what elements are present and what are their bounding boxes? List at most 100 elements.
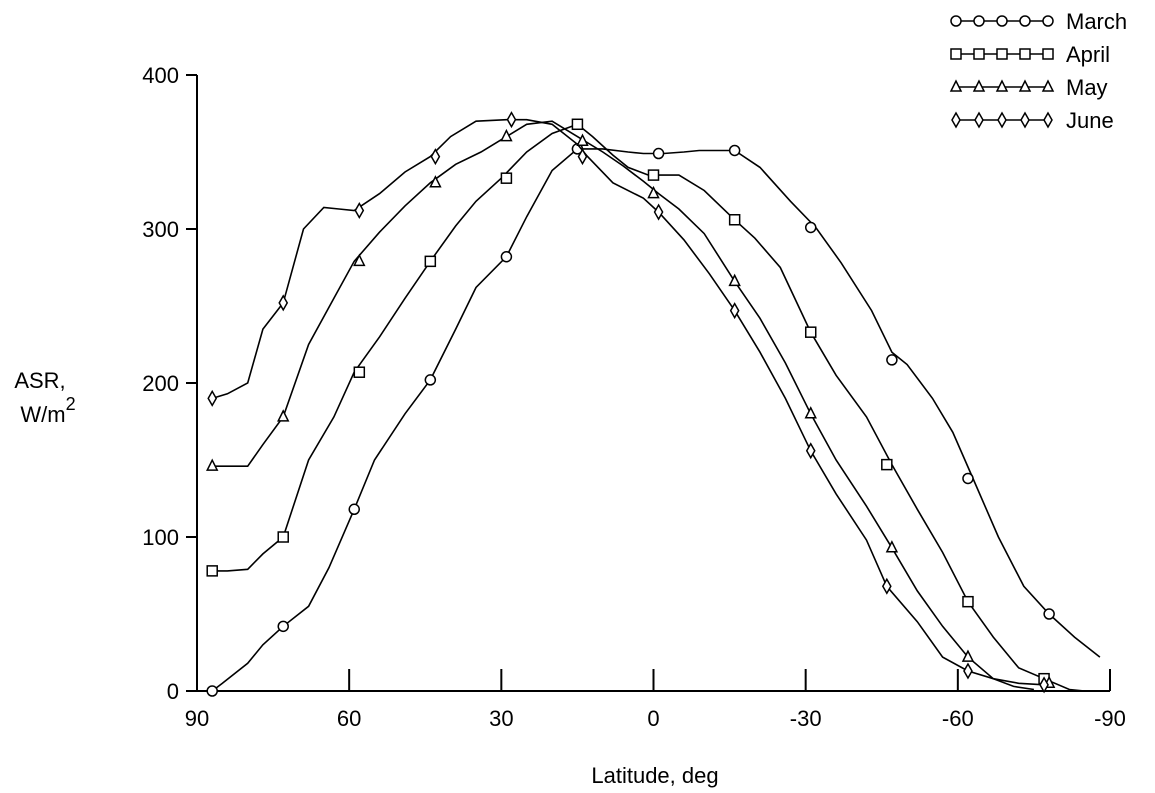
- legend-marker: [996, 48, 1008, 60]
- y-axis-unit-base: W/m: [20, 402, 65, 427]
- x-tick-label: 0: [647, 706, 659, 731]
- data-point-may: [206, 458, 219, 471]
- legend-label: April: [1066, 42, 1110, 67]
- data-point-april: [571, 118, 584, 131]
- y-tick-label: 200: [142, 371, 179, 396]
- data-point-march: [424, 374, 437, 386]
- data-point-june: [881, 577, 892, 595]
- data-point-april: [962, 595, 974, 608]
- data-point-march: [206, 685, 218, 697]
- data-point-april: [881, 458, 893, 471]
- legend-marker: [995, 79, 1009, 92]
- x-tick-label: 60: [337, 706, 361, 731]
- legend-marker: [950, 15, 962, 27]
- legend-marker: [1042, 15, 1054, 27]
- data-point-may: [500, 128, 513, 142]
- legend-label: March: [1066, 9, 1127, 34]
- data-point-june: [729, 302, 740, 320]
- legend-marker: [996, 15, 1008, 27]
- legend-marker: [973, 48, 985, 60]
- legend-marker: [972, 79, 986, 92]
- legend-label: May: [1066, 75, 1108, 100]
- legend-marker: [1018, 79, 1032, 92]
- data-point-may: [728, 273, 741, 287]
- data-point-march: [804, 221, 817, 234]
- series-june: [207, 111, 1049, 694]
- data-point-june: [354, 202, 365, 220]
- legend-marker: [1041, 79, 1055, 92]
- data-point-may: [804, 406, 817, 419]
- data-point-june: [207, 389, 218, 407]
- x-tick-label: -90: [1094, 706, 1126, 731]
- legend-marker: [1043, 111, 1053, 129]
- data-point-june: [1039, 676, 1049, 694]
- legend-marker: [1042, 48, 1054, 60]
- data-point-june: [278, 294, 289, 312]
- data-point-march: [886, 354, 898, 366]
- plot-area: [206, 111, 1101, 697]
- data-point-june: [653, 203, 664, 221]
- x-axis-title: Latitude, deg: [591, 763, 718, 788]
- y-tick-label: 0: [167, 679, 179, 704]
- x-tick-label: 90: [185, 706, 209, 731]
- data-point-march: [652, 147, 665, 160]
- data-point-may: [647, 185, 660, 199]
- data-point-april: [804, 326, 817, 338]
- y-tick-label: 100: [142, 525, 179, 550]
- data-point-april: [277, 531, 289, 543]
- y-tick-label: 400: [142, 63, 179, 88]
- legend-marker: [973, 15, 985, 27]
- data-point-april: [647, 169, 660, 181]
- data-point-april: [728, 214, 741, 226]
- legend-marker: [949, 79, 963, 92]
- legend-item-may: May: [949, 75, 1108, 100]
- data-point-march: [728, 144, 741, 157]
- legend-marker: [1020, 111, 1030, 129]
- data-point-march: [277, 620, 289, 633]
- data-point-may: [429, 175, 442, 188]
- data-point-april: [424, 255, 437, 268]
- data-point-may: [576, 133, 589, 146]
- legend-marker: [974, 111, 984, 129]
- x-tick-label: 30: [489, 706, 513, 731]
- data-point-march: [962, 472, 974, 485]
- x-tick-label: -30: [790, 706, 822, 731]
- series-line-march: [211, 148, 1101, 692]
- legend: March April May June: [949, 9, 1127, 133]
- y-tick-label: 300: [142, 217, 179, 242]
- data-point-march: [500, 250, 513, 263]
- data-point-april: [353, 366, 366, 378]
- legend-item-june: June: [951, 108, 1114, 133]
- legend-marker: [1019, 48, 1031, 60]
- data-point-june: [430, 148, 441, 166]
- data-point-june: [506, 111, 517, 129]
- data-point-may: [277, 409, 290, 422]
- series-may: [206, 120, 1056, 691]
- series-line-april: [212, 123, 1085, 692]
- data-point-march: [1043, 608, 1055, 620]
- legend-item-march: March: [950, 9, 1127, 34]
- y-axis-unit-exponent: 2: [66, 394, 76, 414]
- legend-item-april: April: [950, 42, 1110, 67]
- legend-marker: [951, 111, 961, 129]
- data-point-may: [885, 540, 899, 553]
- data-point-april: [206, 565, 218, 577]
- series-line-june: [211, 118, 1045, 686]
- legend-label: June: [1066, 108, 1114, 133]
- data-point-june: [805, 442, 816, 460]
- series-march: [206, 143, 1101, 697]
- legend-marker: [1019, 15, 1031, 27]
- data-point-april: [500, 172, 513, 184]
- series-april: [206, 118, 1085, 692]
- y-axis-title: ASR,: [14, 368, 65, 393]
- legend-marker: [997, 111, 1007, 129]
- data-point-may: [961, 649, 975, 662]
- data-point-june: [577, 148, 588, 166]
- data-point-march: [348, 503, 360, 516]
- data-point-may: [353, 253, 366, 267]
- series-line-may: [212, 120, 1035, 691]
- data-point-june: [963, 662, 973, 680]
- y-axis-title-units: W/m2: [20, 394, 75, 427]
